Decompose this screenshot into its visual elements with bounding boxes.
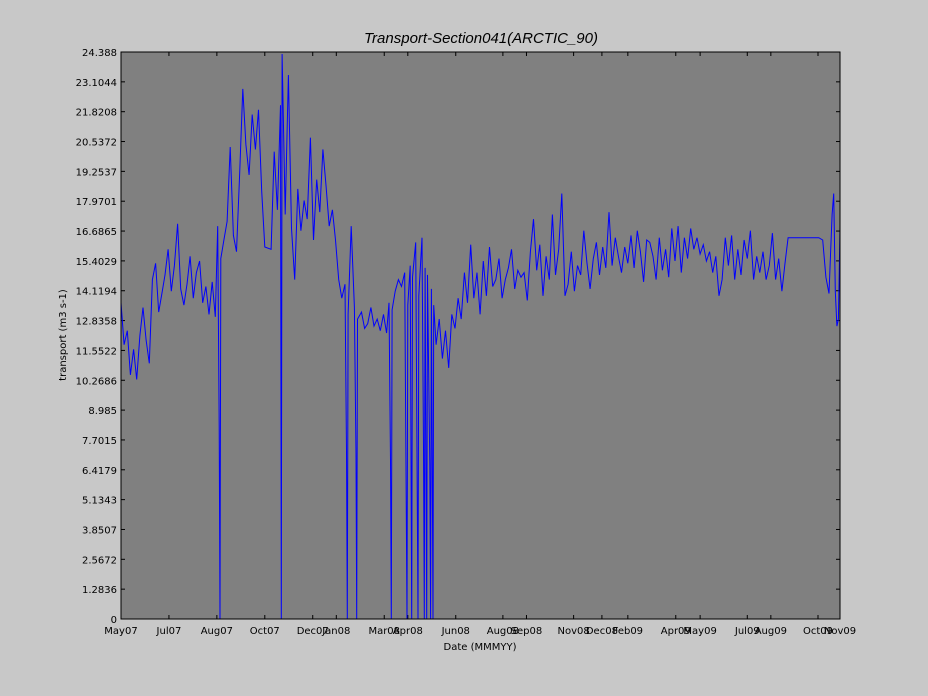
y-axis: 0 1.2836 2.5672 3.8507 5.1343 6.4179 7.7015 8.9…: [76, 48, 840, 626]
x-tick-label: Nov09: [824, 626, 856, 637]
y-tick-label: 8.985: [88, 406, 117, 417]
x-tick-label: Oct07: [250, 626, 280, 637]
x-tick-label: Feb09: [613, 626, 643, 637]
x-tick-label: Jun08: [441, 626, 470, 637]
x-tick-label: Jul09: [734, 626, 760, 637]
y-tick-label: 3.8507: [82, 525, 117, 536]
plot-frame: [120, 51, 841, 620]
y-tick-label: 10.2686: [76, 376, 117, 387]
y-tick-label: 11.5522: [76, 346, 117, 357]
transport-series-line: [120, 53, 841, 620]
y-tick-label: 16.6865: [76, 227, 117, 238]
y-tick-label: 20.5372: [76, 138, 117, 149]
x-tick-label: Aug09: [755, 626, 787, 637]
y-tick-label: 21.8208: [76, 108, 117, 119]
x-tick-label: May07: [104, 626, 137, 637]
y-tick-label: 0: [111, 615, 117, 626]
x-tick-label: Mar08: [368, 626, 400, 637]
x-tick-label: Apr09: [661, 626, 691, 637]
x-tick-label: Jan08: [321, 626, 350, 637]
y-tick-label: 6.4179: [82, 466, 117, 477]
y-tick-label: 2.5672: [82, 555, 117, 566]
x-tick-label: Oct09: [803, 626, 833, 637]
y-tick-label: 19.2537: [76, 167, 117, 178]
x-tick-label: Aug07: [201, 626, 233, 637]
x-tick-label: Dec07: [297, 626, 329, 637]
y-axis-title: transport (m3 s-1): [58, 289, 69, 381]
x-tick-label: Sep08: [511, 626, 543, 637]
y-tick-label: 17.9701: [76, 197, 117, 208]
y-tick-label: 7.7015: [82, 436, 117, 447]
y-tick-label: 14.1194: [76, 287, 117, 298]
y-tick-label: 5.1343: [82, 496, 117, 507]
x-tick-label: Dec08: [586, 626, 618, 637]
x-tick-label: Nov08: [557, 626, 589, 637]
x-tick-label: Apr08: [393, 626, 423, 637]
x-tick-label: Aug08: [487, 626, 519, 637]
chart-title: Transport-Section041(ARCTIC_90): [364, 30, 598, 47]
y-tick-label: 12.8358: [76, 317, 117, 328]
x-tick-label: May09: [683, 626, 716, 637]
x-tick-label: Jul07: [156, 626, 182, 637]
y-tick-label: 23.1044: [76, 78, 117, 89]
y-tick-label: 15.4029: [76, 257, 117, 268]
y-tick-label: 24.388: [82, 48, 117, 59]
x-axis-title: Date (MMMYY): [444, 642, 517, 653]
plot-area: [121, 52, 840, 619]
y-tick-label: 1.2836: [82, 585, 117, 596]
